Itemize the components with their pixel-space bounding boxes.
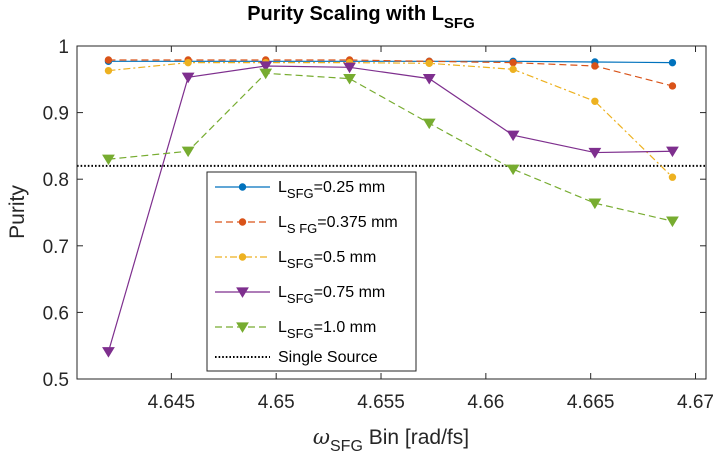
legend-label: Single Source: [278, 349, 378, 366]
series-line: [108, 72, 673, 222]
data-point: [259, 61, 273, 72]
data-point: [102, 154, 115, 166]
legend-item: LS FG=0.375 mm: [215, 214, 398, 236]
data-point: [588, 147, 602, 159]
data-point: [509, 58, 517, 67]
series-0-75-mm: [102, 61, 679, 358]
x-tick-label: 4.645: [148, 392, 196, 413]
y-tick-label: 0.8: [43, 170, 69, 191]
data-point: [259, 68, 273, 80]
x-axis-label-subscript: SFG: [330, 438, 363, 455]
x-tick-label: 4.665: [567, 392, 615, 413]
data-point: [343, 74, 356, 85]
series-line: [108, 60, 673, 64]
legend-label: LS FG=0.375 mm: [278, 214, 398, 236]
data-point: [506, 164, 520, 176]
series-line: [108, 62, 673, 178]
legend-label: LSFG=0.5 mm: [278, 249, 376, 271]
y-tick-label: 1: [58, 37, 69, 58]
y-tick-label: 0.9: [43, 104, 69, 125]
legend-label: LSFG=0.75 mm: [278, 284, 385, 306]
data-point: [591, 62, 599, 70]
legend-item: LSFG=1.0 mm: [215, 319, 376, 341]
axes-box: [76, 45, 707, 380]
legend-marker: [238, 183, 247, 191]
data-point: [668, 173, 677, 181]
y-tick-label: 0.5: [43, 370, 69, 391]
series-line: [108, 59, 673, 87]
data-point: [668, 58, 677, 67]
data-point: [506, 130, 520, 142]
data-point: [591, 97, 599, 105]
x-tick-label: 4.67: [677, 392, 714, 413]
legend-item: LSFG=0.5 mm: [215, 249, 376, 271]
series-1-0-mm: [102, 68, 679, 228]
data-point: [102, 347, 115, 358]
legend-marker: [236, 287, 249, 298]
legend-item: LSFG=0.75 mm: [215, 284, 385, 306]
x-tick-label: 4.65: [258, 392, 295, 413]
y-tick-label: 0.6: [43, 303, 69, 324]
legend-label: LSFG=0.25 mm: [278, 179, 385, 201]
legend: LSFG=0.25 mm LS FG=0.375 mm LSFG=0.5 mm LSF…: [206, 171, 417, 372]
x-axis-label-text: Bin [rad/fs]: [363, 426, 469, 449]
data-point: [668, 82, 677, 90]
data-point: [184, 58, 192, 67]
legend-item: LSFG=0.25 mm: [215, 179, 385, 201]
data-point: [666, 146, 679, 158]
series-line: [107, 65, 673, 352]
data-point: [104, 66, 113, 75]
x-axis-label: ωSFG Bin [rad/fs]: [313, 425, 469, 455]
y-tick-label: 0.7: [43, 237, 69, 258]
chart-title-subscript: SFG: [444, 15, 475, 32]
legend-marker: [238, 218, 247, 226]
data-point: [181, 146, 195, 158]
legend-marker: [236, 322, 249, 333]
data-point: [343, 62, 356, 74]
x-tick-label: 4.655: [357, 392, 405, 413]
data-point: [509, 65, 517, 74]
data-point: [422, 118, 436, 130]
data-point: [422, 74, 436, 85]
x-axis-label-symbol: ω: [313, 425, 330, 449]
legend-label: LSFG=1.0 mm: [278, 319, 376, 341]
chart-title-main: Purity Scaling with L: [247, 3, 444, 25]
data-point: [104, 56, 113, 64]
data-point: [181, 72, 195, 84]
data-point: [666, 216, 679, 228]
x-tick-label: 4.66: [467, 392, 504, 413]
chart-title: Purity Scaling with LSFG: [247, 3, 475, 32]
series-0-375-mm: [104, 56, 677, 90]
legend-marker: [238, 253, 247, 261]
legend-box: [206, 171, 417, 372]
data-point: [588, 198, 602, 210]
y-axis-label: Purity: [6, 185, 29, 239]
data-point: [425, 59, 433, 68]
legend-item: Single Source: [215, 349, 378, 366]
